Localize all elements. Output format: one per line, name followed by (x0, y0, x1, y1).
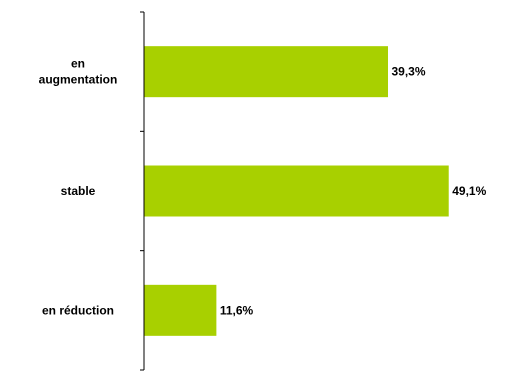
category-label: en réduction (42, 303, 114, 317)
labels-layer: 39,3% en augmentation 49,1% stable 11,6% en ré… (39, 57, 487, 318)
category-label-line: en réduction (42, 303, 114, 317)
bar (144, 46, 389, 98)
axis-layer (140, 11, 145, 371)
category-label: stable (61, 184, 96, 198)
category-label-line: stable (61, 184, 96, 198)
bar (144, 284, 217, 336)
bar (144, 165, 449, 217)
category-label-line: augmentation (39, 73, 118, 87)
bar-value-label: 11,6% (220, 303, 254, 317)
bar-value-label: 49,1% (452, 184, 486, 198)
bars-layer (144, 46, 449, 336)
category-label: en augmentation (39, 57, 118, 87)
category-label-line: en (71, 57, 85, 71)
bar-value-label: 39,3% (392, 65, 426, 79)
